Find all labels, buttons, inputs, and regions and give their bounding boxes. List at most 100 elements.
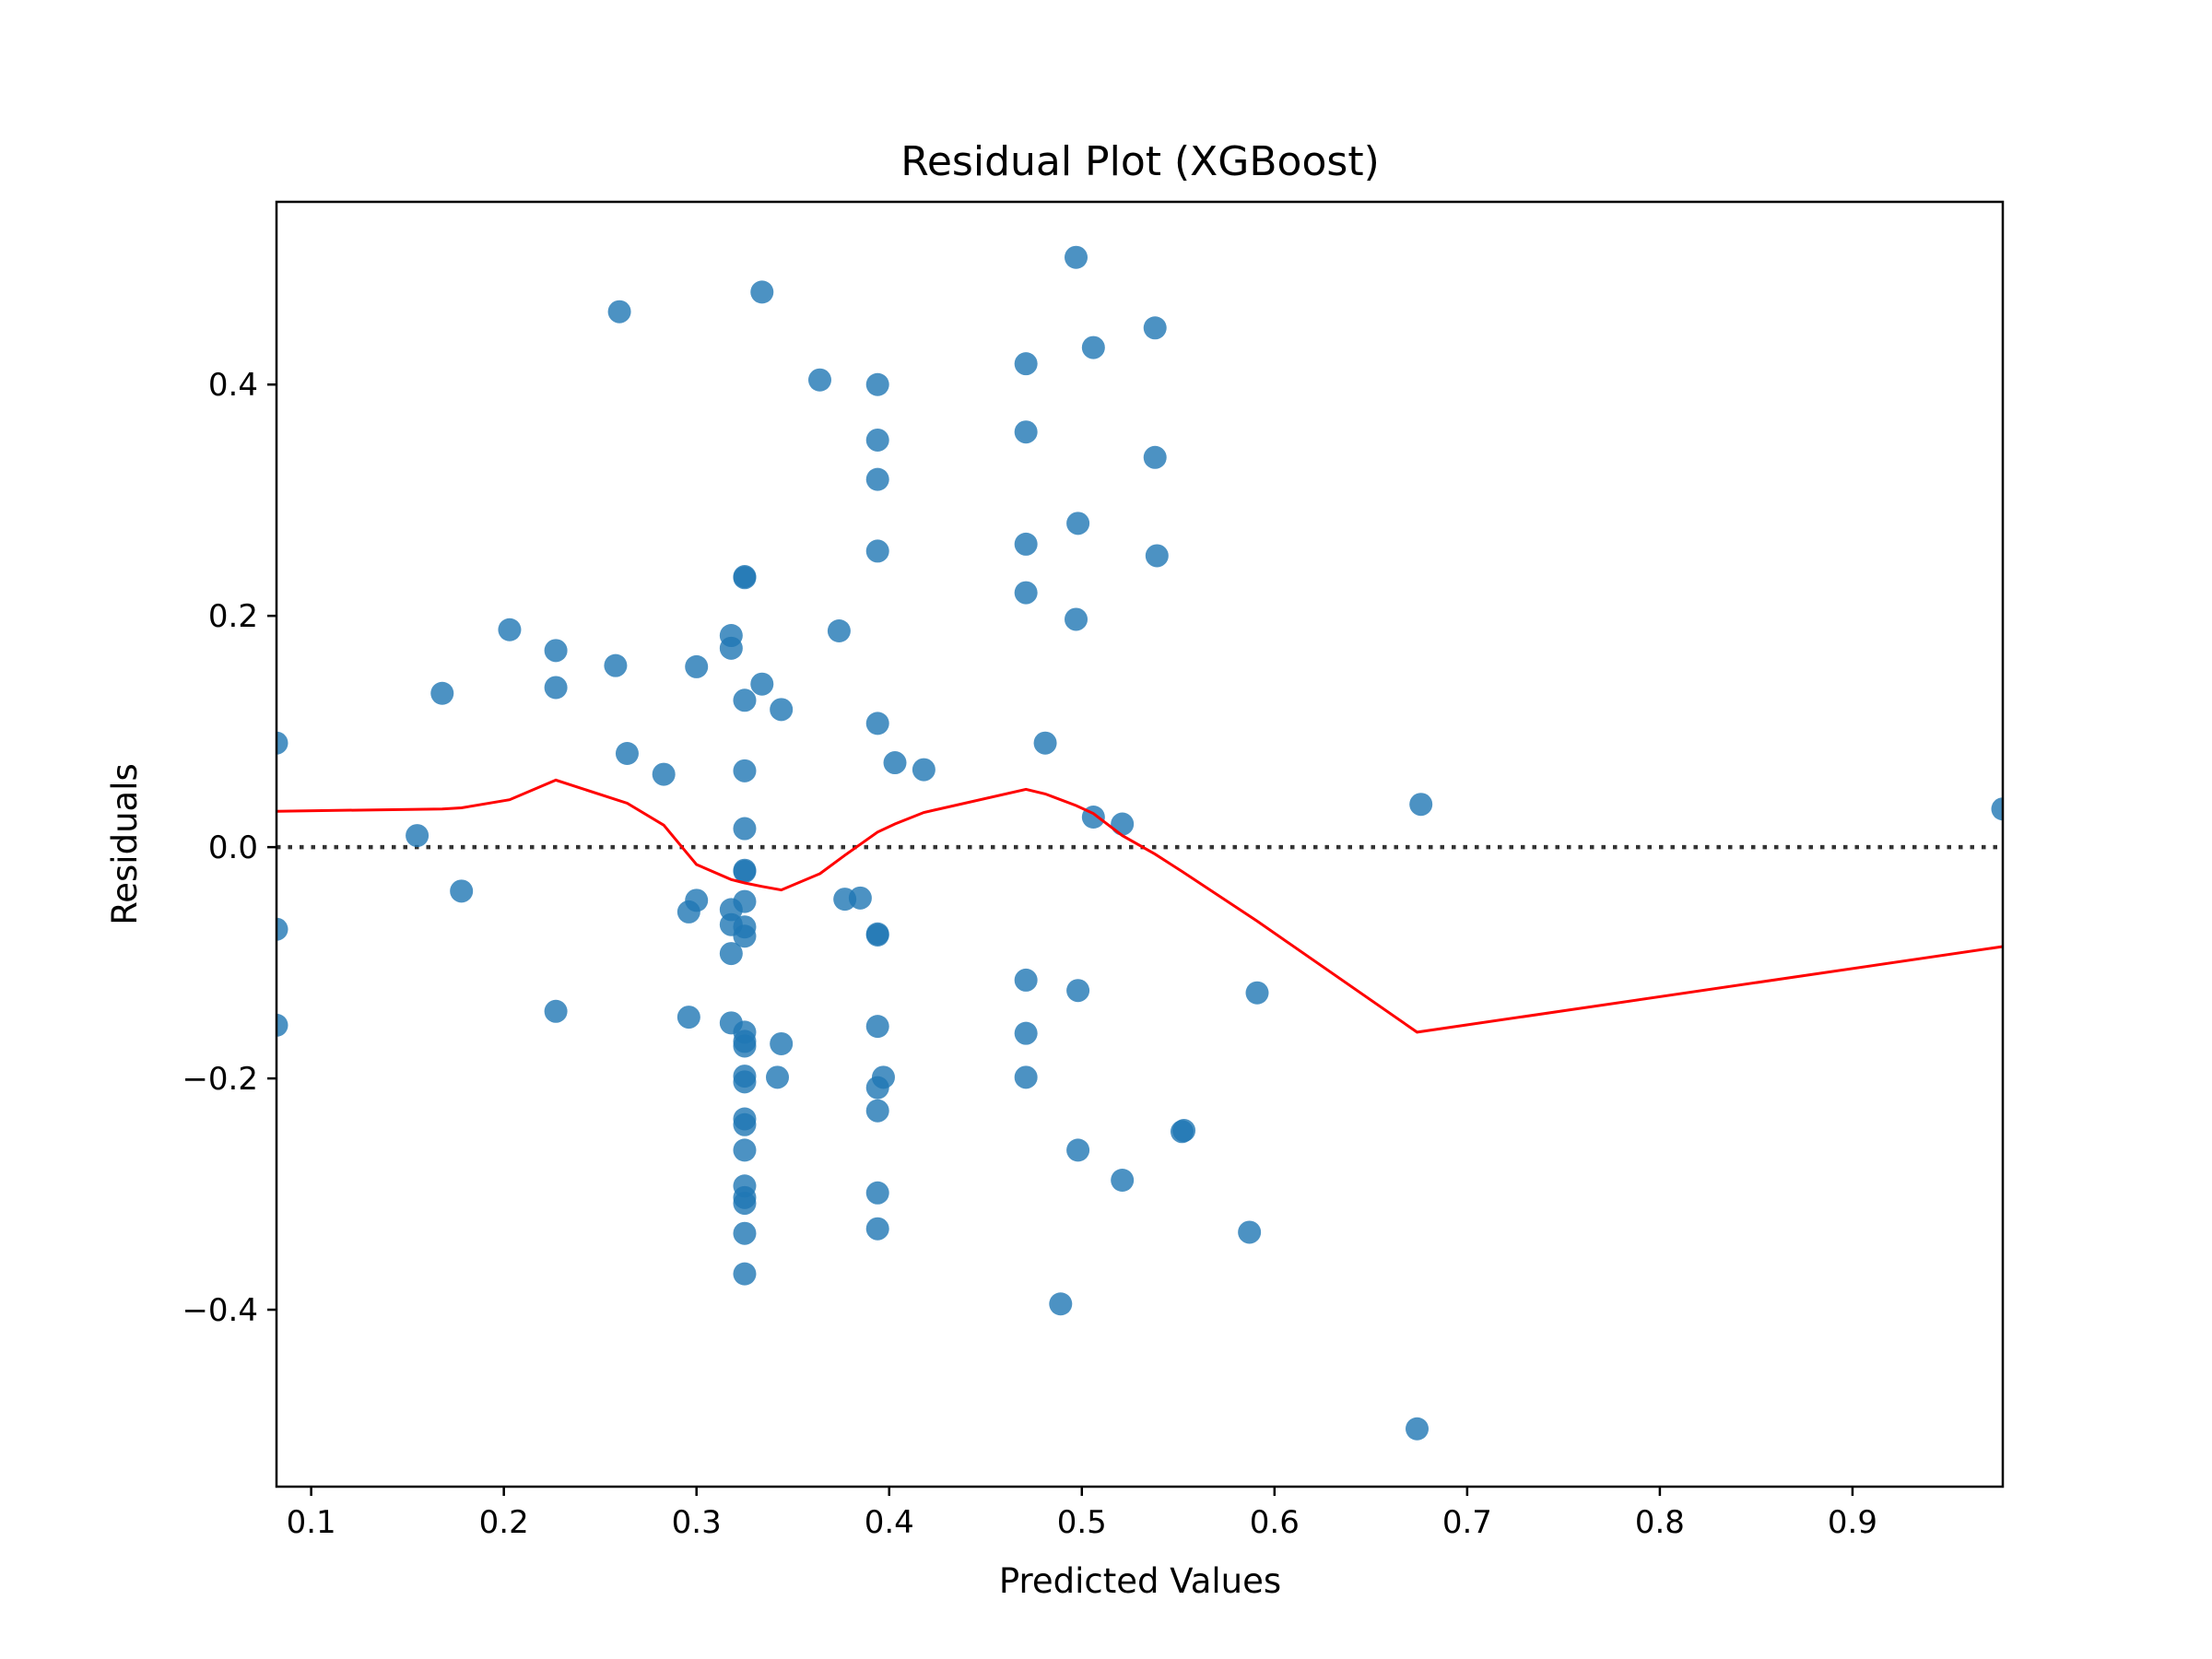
x-tick-label: 0.2	[479, 1504, 529, 1541]
x-tick-label: 0.3	[672, 1504, 722, 1541]
data-point	[1014, 352, 1038, 376]
data-point	[276, 1013, 288, 1037]
data-point	[276, 731, 288, 755]
x-tick-label: 0.7	[1442, 1504, 1492, 1541]
data-point	[750, 280, 774, 304]
y-axis-label: Residuals	[105, 763, 145, 925]
x-tick-label: 0.6	[1250, 1504, 1300, 1541]
data-point	[733, 1138, 757, 1162]
data-point	[1991, 797, 2003, 821]
data-point	[733, 924, 757, 948]
data-point	[1033, 731, 1057, 755]
data-point	[604, 653, 628, 677]
data-point	[865, 1217, 889, 1241]
data-point	[406, 824, 429, 848]
x-tick-label: 0.8	[1635, 1504, 1685, 1541]
data-point	[1014, 1021, 1038, 1045]
scatter-points	[276, 245, 2003, 1441]
data-point	[685, 888, 709, 912]
data-point	[807, 368, 831, 392]
data-point	[865, 712, 889, 735]
x-axis-ticks: 0.1 0.2 0.3 0.4 0.5 0.6 0.7 0.8 0.9	[287, 1487, 1877, 1541]
data-point	[865, 1099, 889, 1123]
data-point	[733, 1192, 757, 1216]
data-point	[827, 619, 851, 643]
data-point	[1172, 1119, 1196, 1143]
data-point	[1111, 812, 1135, 836]
data-point	[865, 428, 889, 452]
data-point	[865, 372, 889, 396]
data-point	[733, 889, 757, 913]
data-point	[1406, 1417, 1430, 1441]
data-point	[733, 859, 757, 883]
data-point	[276, 917, 288, 941]
data-point	[677, 1006, 700, 1030]
data-point	[544, 639, 568, 663]
data-point	[685, 654, 709, 678]
x-tick-label: 0.4	[865, 1504, 914, 1541]
data-point	[1014, 1065, 1038, 1089]
data-point	[912, 758, 935, 782]
data-point	[750, 672, 774, 696]
data-point	[1049, 1292, 1073, 1316]
data-point	[1245, 981, 1269, 1005]
data-point	[766, 1065, 790, 1089]
data-point	[733, 688, 757, 712]
data-point	[544, 676, 568, 700]
data-point	[1065, 607, 1088, 631]
data-point	[848, 886, 872, 910]
data-point	[1238, 1220, 1262, 1244]
data-point	[719, 942, 743, 966]
data-point	[770, 1031, 794, 1055]
axes-frame	[275, 200, 2005, 1488]
data-point	[883, 751, 907, 775]
data-point	[733, 759, 757, 782]
data-point	[733, 1221, 757, 1245]
data-point	[1066, 979, 1090, 1003]
x-tick-label: 0.9	[1828, 1504, 1877, 1541]
data-point	[871, 1065, 895, 1089]
data-point	[1065, 245, 1088, 269]
data-point	[615, 742, 639, 766]
data-point	[733, 1070, 757, 1094]
y-tick-label: 0.2	[208, 598, 258, 635]
data-point	[1081, 335, 1105, 359]
data-point	[450, 879, 474, 903]
plot-area	[275, 200, 2005, 1488]
data-point	[865, 1181, 889, 1205]
data-point	[733, 1262, 757, 1286]
data-point	[719, 636, 743, 660]
data-point	[770, 698, 794, 722]
data-point	[652, 762, 676, 786]
data-point	[865, 1015, 889, 1039]
data-point	[1014, 581, 1038, 605]
data-point	[1145, 544, 1169, 568]
data-point	[733, 1112, 757, 1136]
data-point	[865, 467, 889, 491]
y-tick-label: −0.2	[182, 1061, 258, 1098]
x-tick-label: 0.1	[287, 1504, 336, 1541]
data-point	[607, 300, 631, 324]
data-point	[733, 566, 757, 590]
data-point	[1143, 445, 1167, 469]
data-point	[1409, 793, 1433, 817]
lowess-trend-line	[276, 778, 2003, 1034]
data-point	[733, 1034, 757, 1058]
data-point	[430, 681, 454, 705]
data-point	[1014, 968, 1038, 992]
data-point	[1066, 512, 1090, 535]
data-point	[498, 618, 522, 641]
y-axis-ticks: −0.4 −0.2 0.0 0.2 0.4	[182, 367, 276, 1329]
chart-title: Residual Plot (XGBoost)	[900, 138, 1380, 185]
x-axis-label: Predicted Values	[999, 1561, 1281, 1601]
y-tick-label: 0.0	[208, 830, 258, 866]
data-point	[865, 539, 889, 563]
data-point	[544, 999, 568, 1023]
data-point	[865, 923, 889, 947]
data-point	[1014, 420, 1038, 444]
y-tick-label: 0.4	[208, 367, 258, 404]
x-tick-label: 0.5	[1057, 1504, 1107, 1541]
y-tick-label: −0.4	[182, 1292, 258, 1329]
